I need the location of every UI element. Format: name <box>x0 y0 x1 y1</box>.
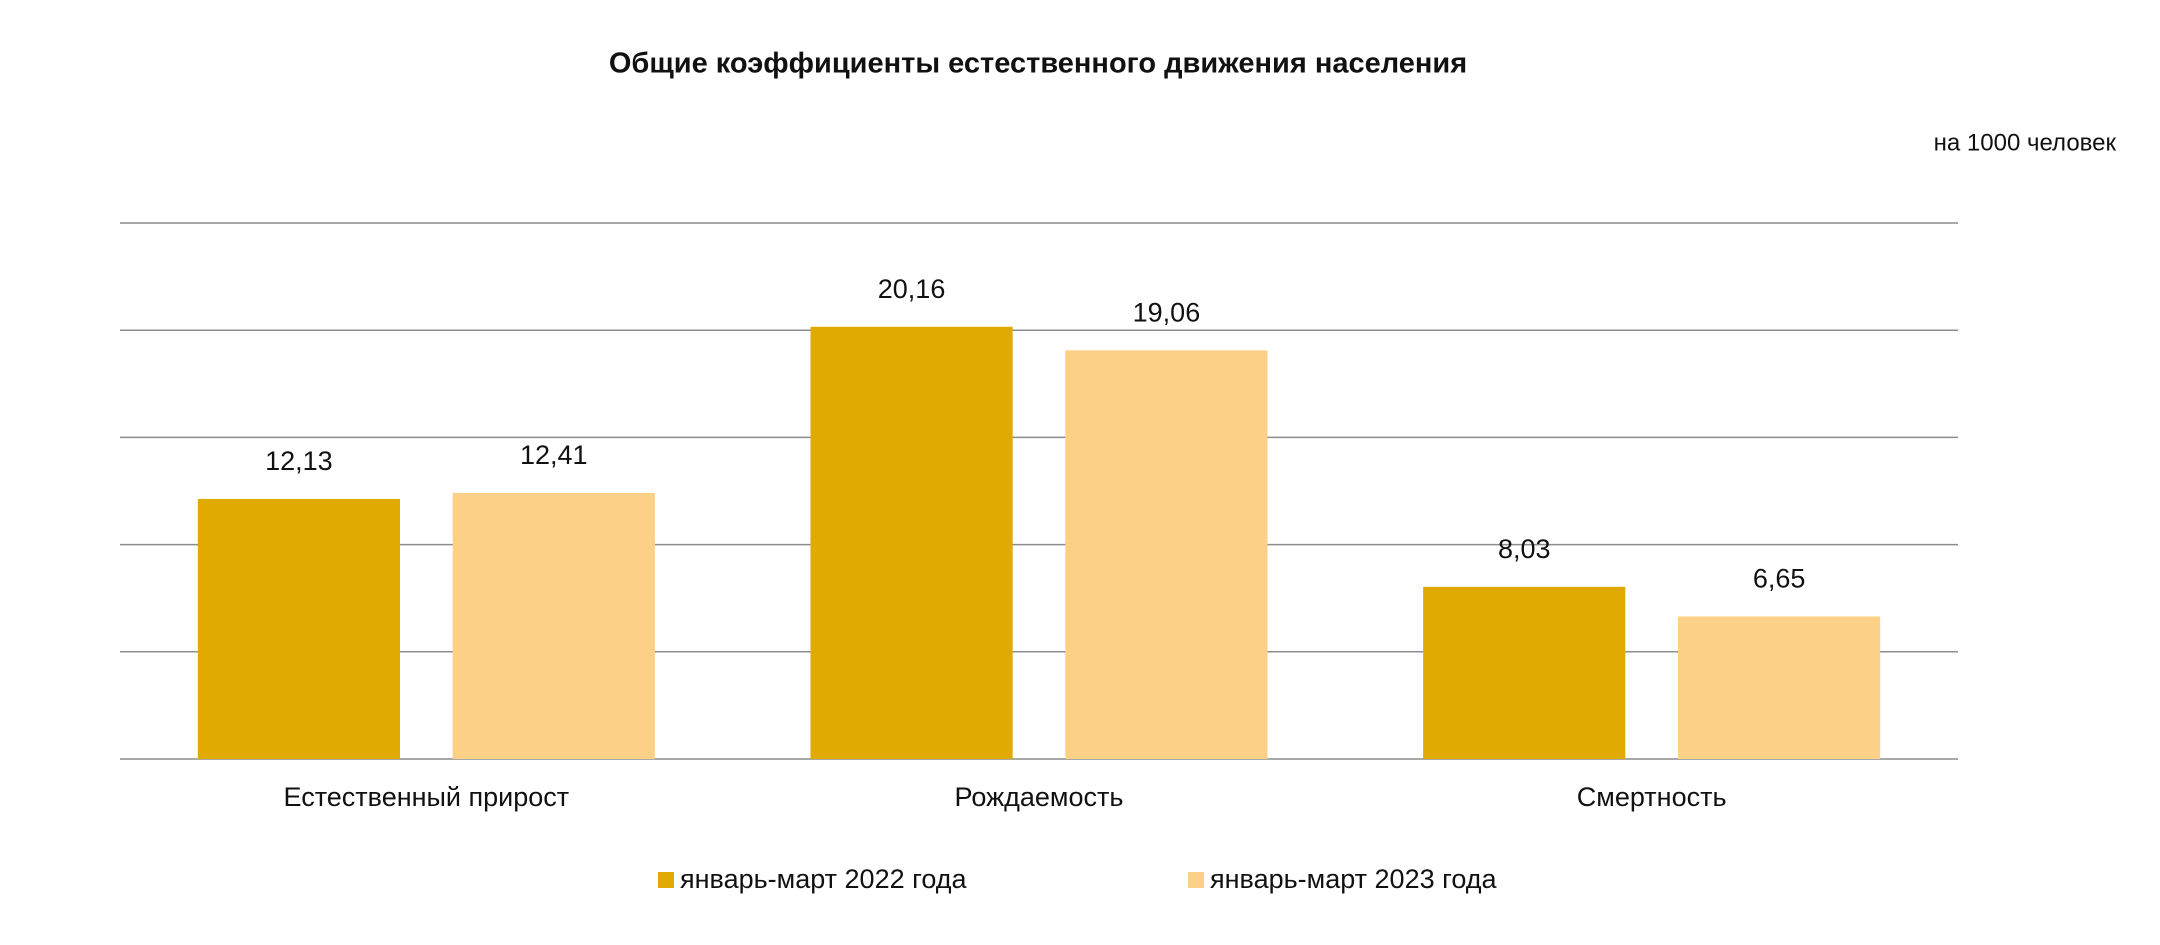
bar <box>1065 350 1268 759</box>
legend-swatch <box>658 872 674 888</box>
value-label: 12,41 <box>520 440 588 470</box>
value-label: 20,16 <box>878 274 946 304</box>
x-tick-label: Рождаемость <box>955 782 1124 812</box>
bar <box>452 492 655 759</box>
legend-label: январь-март 2022 года <box>680 864 968 894</box>
unit-label: на 1000 человек <box>1934 129 2117 156</box>
bar <box>810 326 1013 759</box>
value-label: 8,03 <box>1498 534 1551 564</box>
bar <box>1678 616 1881 759</box>
x-tick-label: Естественный прирост <box>284 782 570 812</box>
legend-swatch <box>1188 872 1204 888</box>
legend-label: январь-март 2023 года <box>1210 864 1498 894</box>
x-tick-label: Смертность <box>1577 782 1727 812</box>
bar <box>1423 586 1626 759</box>
value-label: 6,65 <box>1753 564 1806 594</box>
chart-title: Общие коэффициенты естественного движени… <box>609 48 1467 80</box>
bar <box>197 498 400 759</box>
value-label: 19,06 <box>1133 297 1201 327</box>
value-label: 12,13 <box>265 446 333 476</box>
